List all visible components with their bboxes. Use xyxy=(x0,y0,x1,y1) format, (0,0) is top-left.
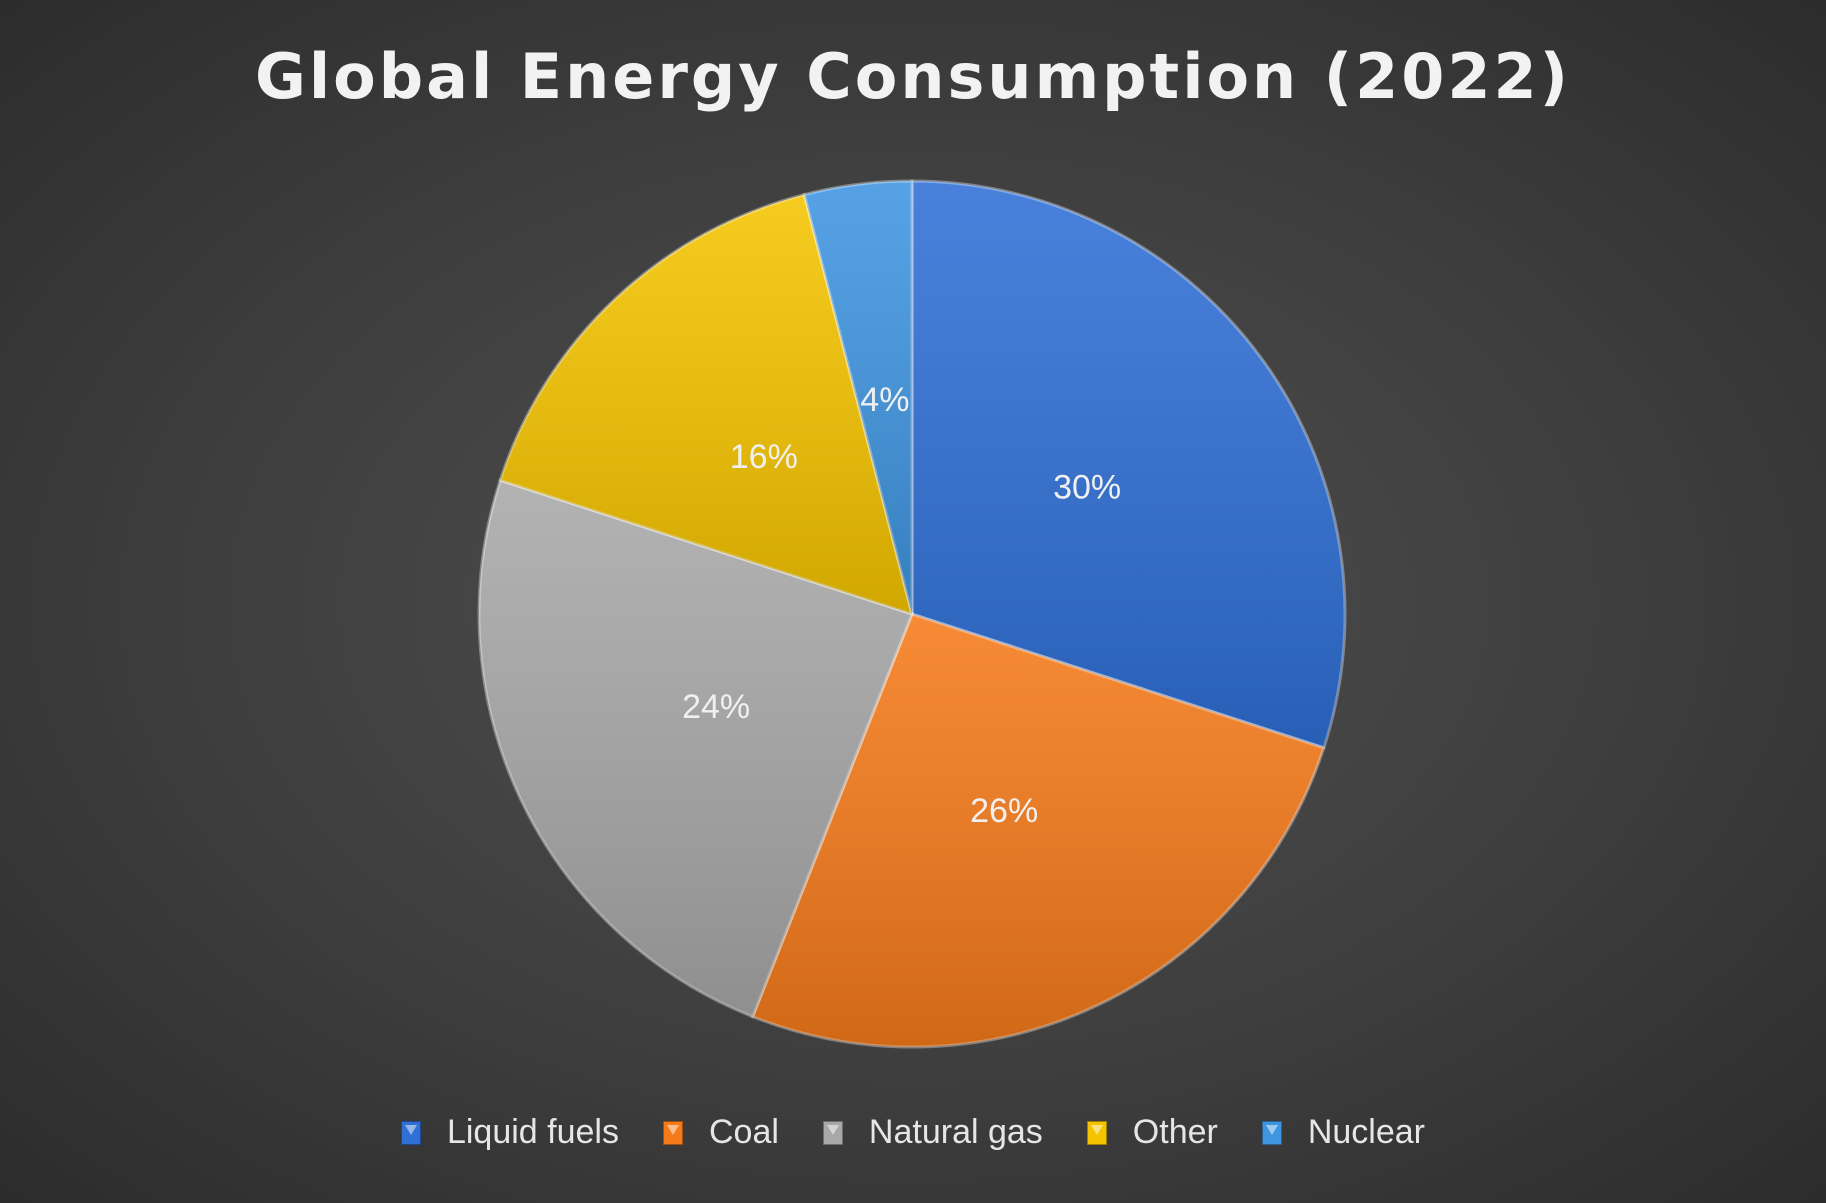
data-label-other: 16% xyxy=(730,438,798,476)
legend-label: Liquid fuels xyxy=(446,1113,619,1151)
legend-swatch xyxy=(1086,1120,1107,1145)
legend: Liquid fuels Coal Natural gas Other Nuclear xyxy=(0,1113,1826,1152)
data-label-liquid-fuels: 30% xyxy=(1053,469,1121,507)
legend-item-liquid-fuels: Liquid fuels xyxy=(400,1113,619,1152)
data-label-coal: 26% xyxy=(970,792,1038,830)
legend-label: Nuclear xyxy=(1307,1113,1426,1151)
legend-item-nuclear: Nuclear xyxy=(1261,1113,1426,1152)
pie-slice-shading-other xyxy=(500,194,912,614)
data-label-nuclear: 4% xyxy=(860,381,909,419)
legend-swatch xyxy=(1261,1120,1282,1145)
legend-label: Natural gas xyxy=(868,1113,1043,1151)
pie-slice-shading-natural-gas xyxy=(478,480,912,1017)
legend-item-other: Other xyxy=(1086,1113,1218,1152)
legend-label: Other xyxy=(1132,1113,1218,1151)
legend-swatch xyxy=(662,1120,683,1145)
pie-slice-shading-nuclear xyxy=(804,181,912,614)
legend-swatch xyxy=(822,1120,843,1145)
pie-slice-shading-liquid-fuels xyxy=(912,181,1345,748)
legend-swatch xyxy=(400,1120,421,1145)
legend-item-coal: Coal xyxy=(662,1113,779,1152)
legend-item-natural-gas: Natural gas xyxy=(822,1113,1043,1152)
data-label-natural-gas: 24% xyxy=(682,688,750,726)
chart-title: Global Energy Consumption (2022) xyxy=(255,40,1571,113)
pie-slice-shading-coal xyxy=(752,614,1324,1047)
legend-label: Coal xyxy=(708,1113,779,1151)
